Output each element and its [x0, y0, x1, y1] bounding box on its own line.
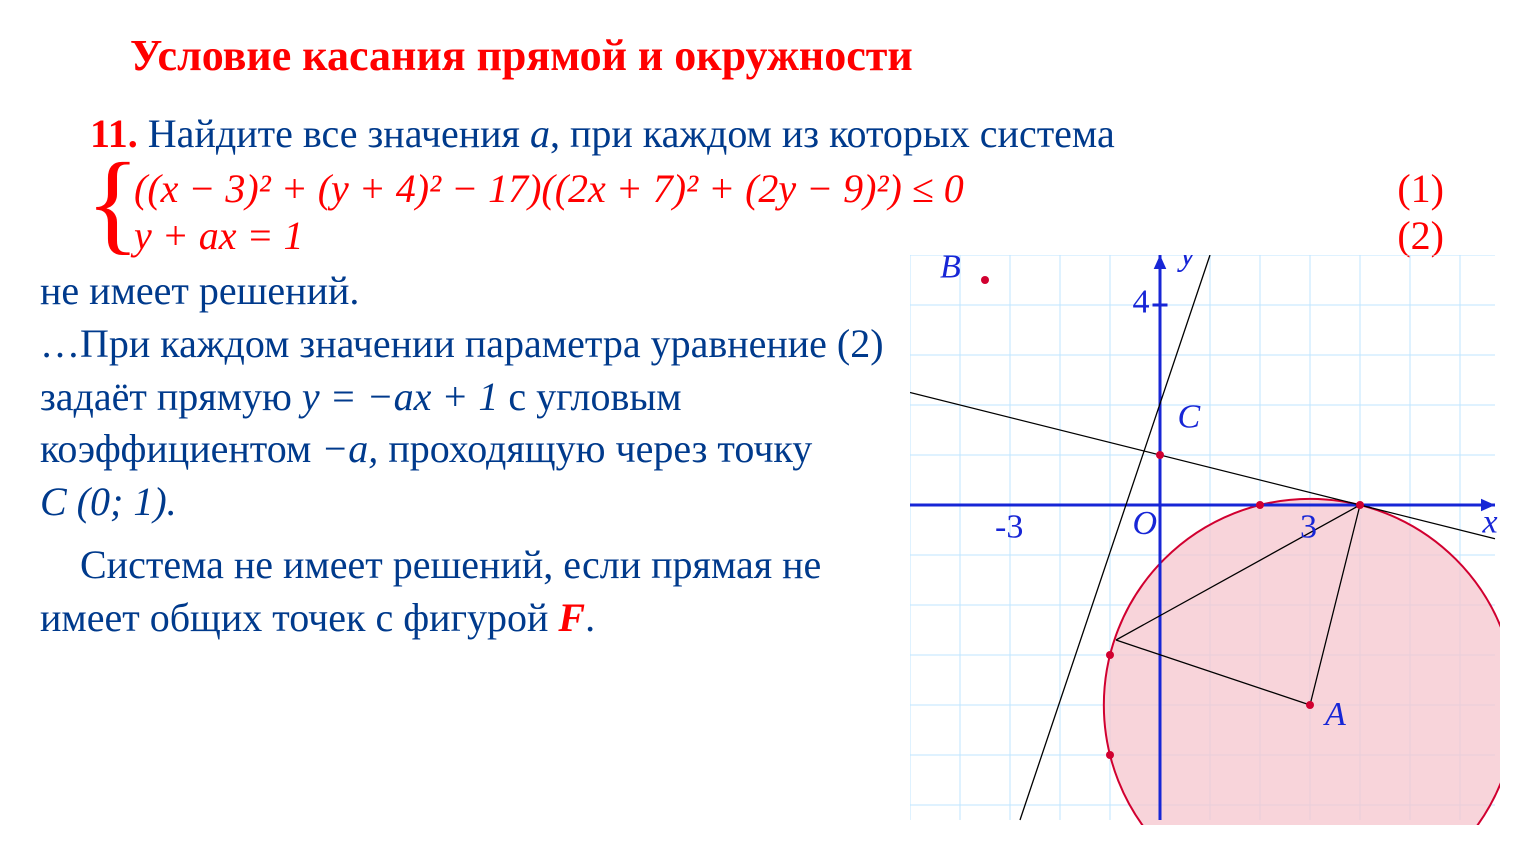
p2-a: Система не имеет решений, если прямая не…	[40, 542, 821, 640]
p1-c: проходящую через точку	[378, 426, 812, 471]
problem-lead: Найдите все значения	[138, 111, 530, 156]
slide-page: Условие касания прямой и окружности 11. …	[0, 0, 1540, 864]
after-system: не имеет решений.	[40, 265, 900, 318]
slide-title: Условие касания прямой и окружности	[130, 30, 1500, 81]
eq1-num: (1)	[1397, 165, 1444, 212]
problem-tail: , при каждом из которых система	[550, 111, 1115, 156]
brace-icon: {	[86, 147, 140, 259]
paragraph-1: …При каждом значении параметра уравнение…	[40, 318, 900, 529]
paragraph-2: Система не имеет решений, если прямая не…	[40, 539, 900, 645]
eq1-lhs: ((x − 3)² + (y + 4)² − 17)((2x + 7)² + (…	[134, 165, 964, 212]
svg-text:B: B	[940, 255, 961, 286]
svg-text:3: 3	[1300, 509, 1317, 546]
p1-coef: −a,	[321, 426, 378, 471]
svg-text:C: C	[1178, 399, 1201, 436]
equation-system: { ((x − 3)² + (y + 4)² − 17)((2x + 7)² +…	[100, 165, 1500, 259]
eq2-lhs: y + ax = 1	[134, 212, 304, 259]
coordinate-chart: y x O 4 -3 3 A B C	[910, 255, 1500, 825]
svg-text:y: y	[1177, 255, 1196, 273]
p1-pt: C (0; 1).	[40, 479, 177, 524]
svg-text:4: 4	[1133, 284, 1150, 321]
p2-dot: .	[585, 595, 595, 640]
figure-F: F	[558, 595, 585, 640]
p1-eq: y = −ax + 1	[302, 374, 498, 419]
system-line-1: ((x − 3)² + (y + 4)² − 17)((2x + 7)² + (…	[100, 165, 1444, 212]
svg-text:-3: -3	[995, 509, 1023, 546]
problem-var: a	[530, 111, 550, 156]
svg-text:x: x	[1482, 504, 1498, 541]
system-line-2: y + ax = 1 (2)	[100, 212, 1444, 259]
body-row: не имеет решений. …При каждом значении п…	[40, 265, 1500, 825]
problem-statement: 11. Найдите все значения a, при каждом и…	[40, 109, 1500, 159]
svg-text:O: O	[1133, 505, 1158, 542]
chart-svg: y x O 4 -3 3 A B C	[910, 255, 1500, 825]
svg-text:A: A	[1323, 696, 1346, 733]
body-text: не имеет решений. …При каждом значении п…	[40, 265, 900, 645]
eq2-num: (2)	[1397, 212, 1444, 259]
